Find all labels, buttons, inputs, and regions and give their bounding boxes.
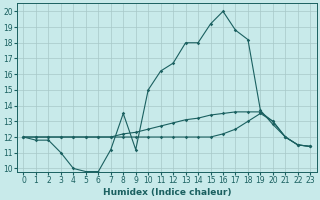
X-axis label: Humidex (Indice chaleur): Humidex (Indice chaleur) bbox=[103, 188, 231, 197]
